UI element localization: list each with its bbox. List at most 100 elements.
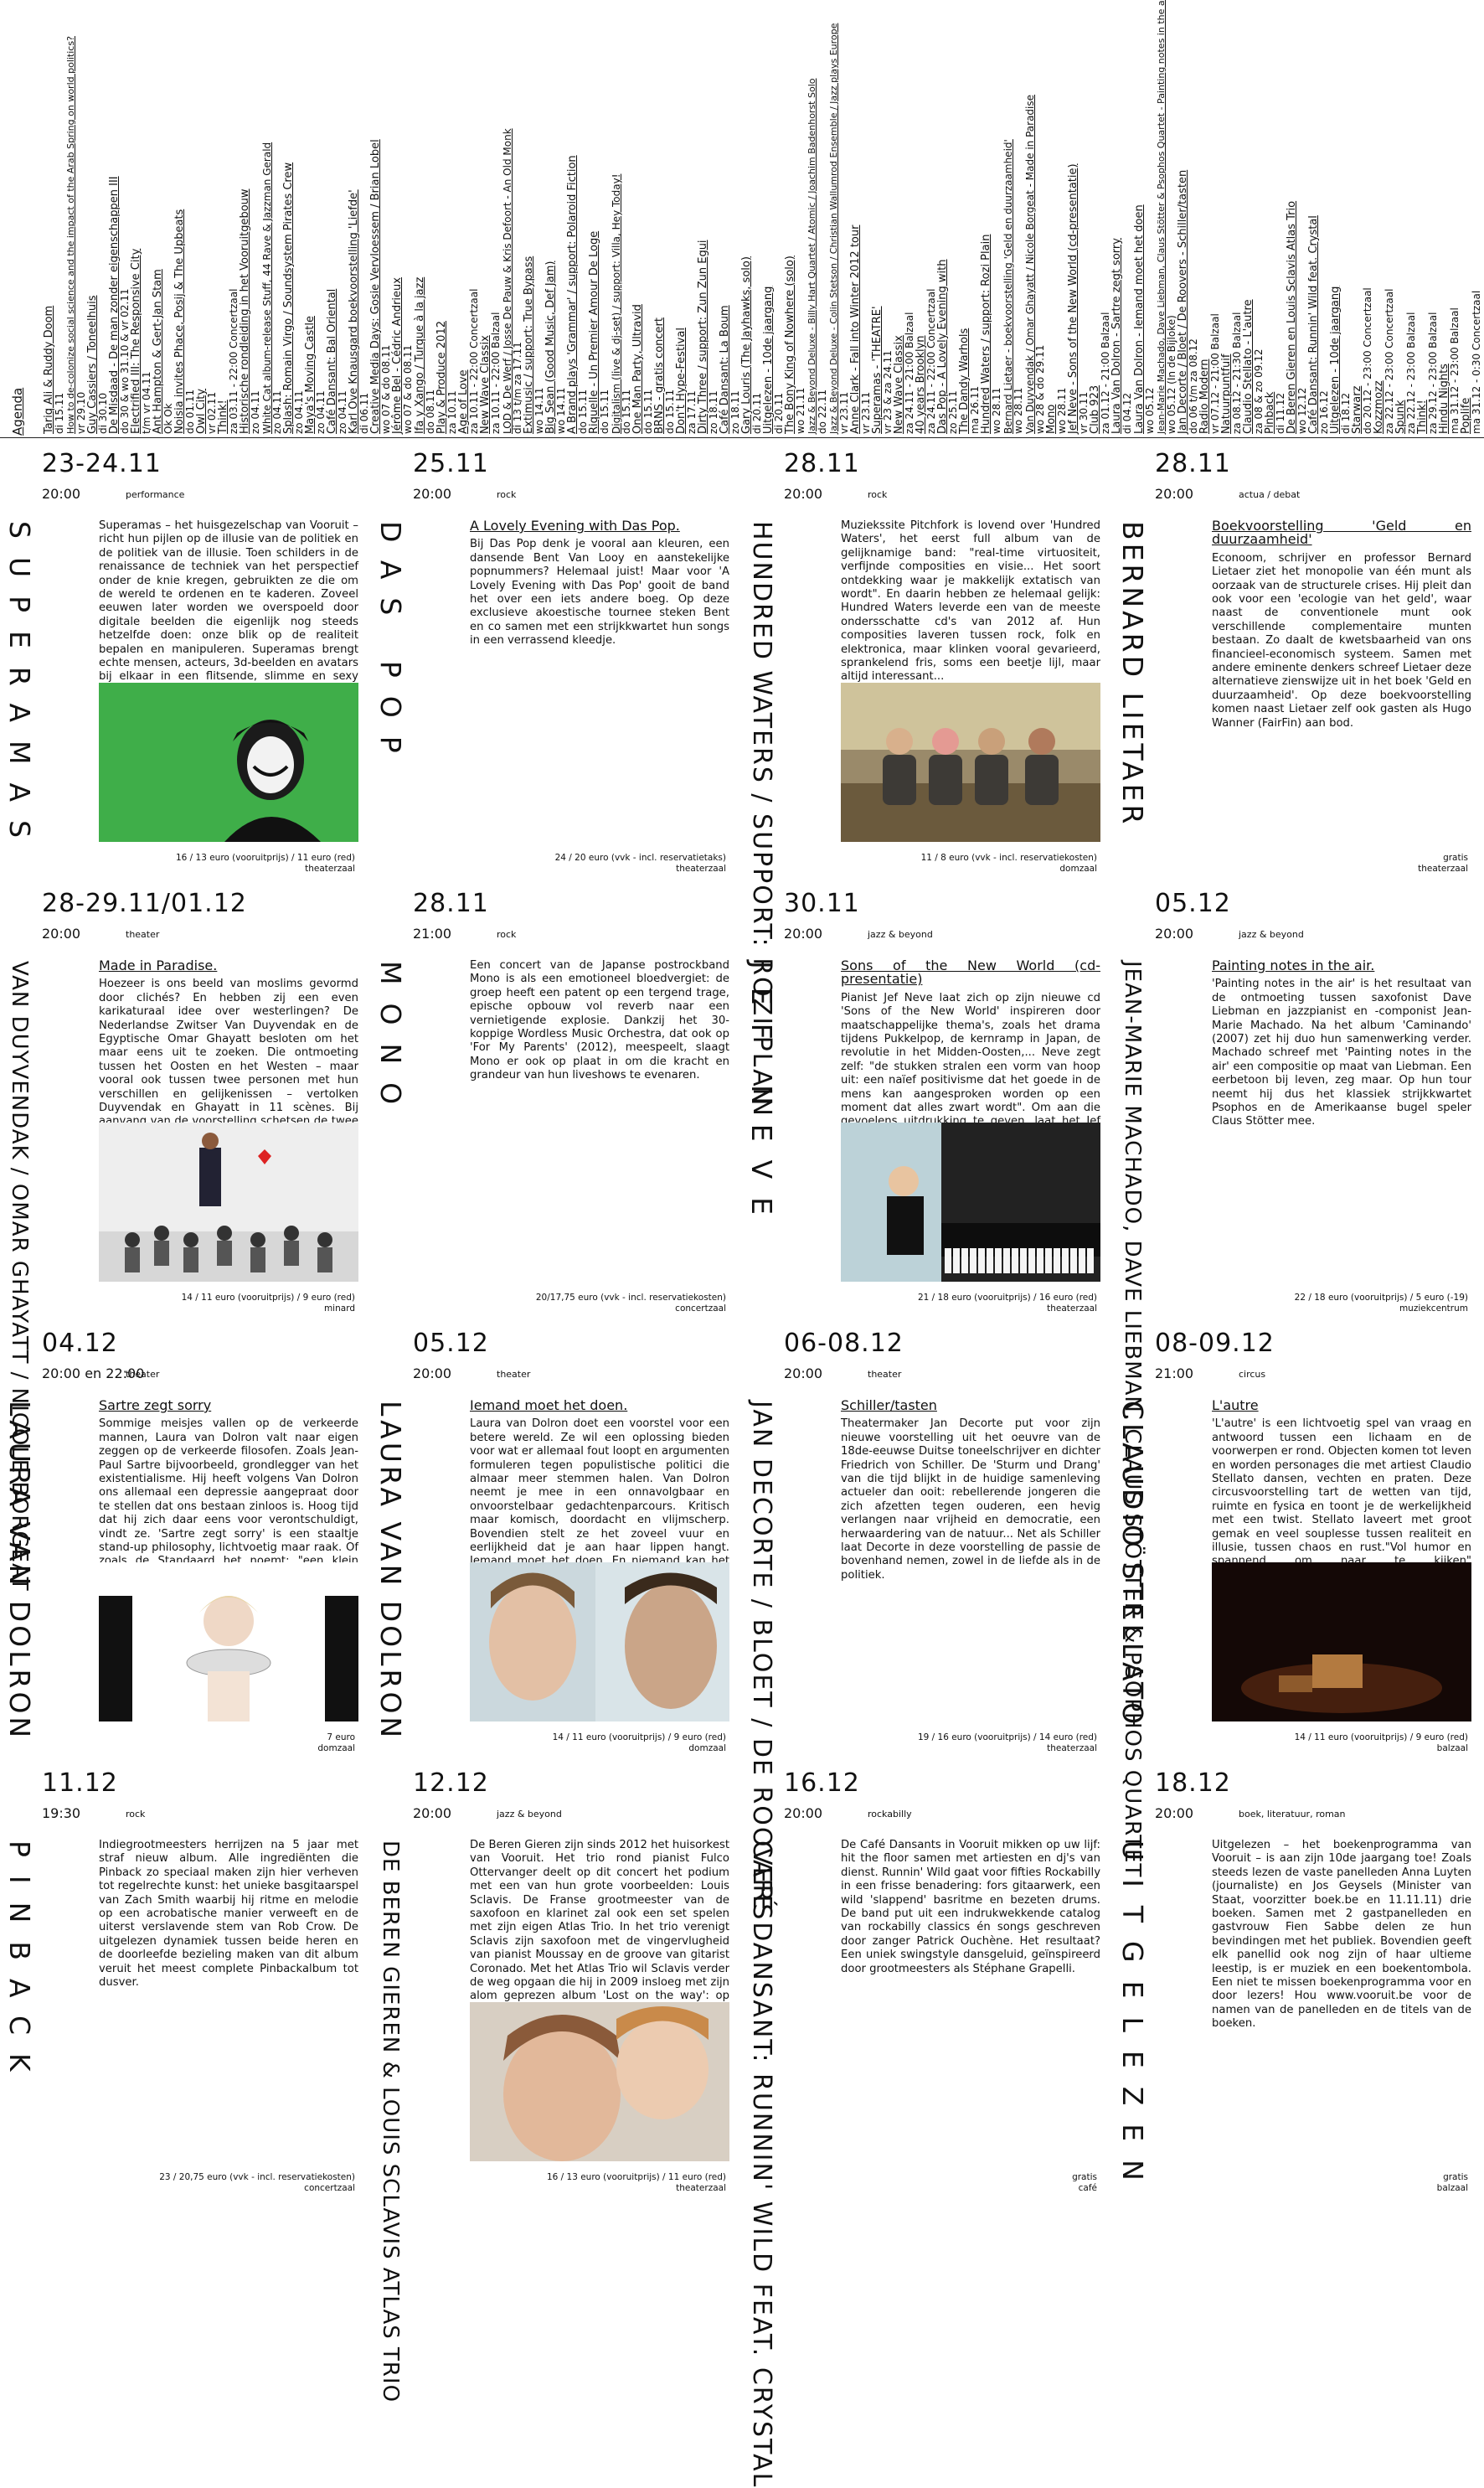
agenda-item[interactable]: Café Dansant: Runnin' Wild feat. Crystal… [1301,7,1330,434]
agenda-item[interactable]: Jazz & Beyond Deluxe - Colin Stetson / C… [822,7,850,434]
agenda-item[interactable]: Guy Cassiers / Toneelhuis di 30.10 [80,7,109,435]
agenda-item[interactable]: Laura Van Dolron - Sartre zegt sorry di 0… [1105,7,1133,434]
agenda-item[interactable]: Karl Ove Knausgard boekvoorstelling 'Lie… [342,7,370,434]
event-panel[interactable]: 06-08.12 20:00 theater JAN DECORTE / BLOET … [742,1324,1102,1921]
agenda-item[interactable]: Poplife ma 31.12 - 0:30 Concertzaal [1454,7,1482,434]
agenda-item[interactable]: Jan Decorte / Bloet / De Roovers - Schil… [1171,7,1199,434]
agenda-item[interactable]: Think! za 29.12 - 23:00 Balzaal [1410,7,1439,434]
agenda-item[interactable]: Play & Produce 2012 za 10.11 [430,7,458,434]
agenda-item[interactable]: How to de-colonize social science and th… [59,7,87,434]
agenda-item[interactable]: Jean-Marie Machado, Dave Liebman, Claus … [1149,0,1177,434]
event-subtitle: Sartre zegt sorry [99,1397,212,1413]
event-panel[interactable]: 05.12 20:00 jazz & beyond JEAN-MARIE MACHAD… [1113,884,1473,1877]
agenda-item[interactable]: BRNS - gratis concert do 15.11 [647,7,676,434]
agenda-item[interactable]: De Beren Gieren en Louis Sclavis Atlas T… [1280,7,1308,434]
agenda-item[interactable]: Ifa y Xango / Turque à la jazz do 08.11 [408,7,436,434]
event-date: 28-29.11/01.12 [42,889,247,918]
agenda-item[interactable]: Starwarz do 20.12 - 23:00 Concertzaal [1345,7,1373,434]
event-panel[interactable]: 04.12 20:00 en 22:00 theater LAURA VAN DOLR… [0,1324,360,1761]
agenda-item[interactable]: White Cat album-release Stuff, 44 Rave &… [255,7,283,434]
event-title-vertical: BERNARD LIETAER [1116,521,1153,873]
agenda-item[interactable]: Pinback di 11.12 [1258,7,1286,434]
agenda-item[interactable]: Café Dansant: Bal Oriental zo 04.11 [320,7,348,434]
event-panel[interactable]: 05.12 20:00 theater LAURA VAN DOLRON Iemand … [371,1324,731,1761]
agenda-item[interactable]: Historische rondleiding in het Vooruitge… [233,7,261,434]
agenda-item[interactable]: Superamas - 'THEATRE' vr 23 & za 24.11 [865,7,894,434]
event-title-vertical: JEF NEVE [745,961,782,1313]
agenda-item[interactable]: Jef Neve - Sons of the New World (cd-pre… [1061,7,1090,434]
event-panel[interactable]: 28-29.11/01.12 20:00 theater VAN DUYVENDAK … [0,884,360,1592]
agenda-item[interactable]: 40 years Brooklyn za 24.11 - 22:00 Concer… [909,7,937,434]
agenda-item[interactable]: Maya's Moving Castle zo 04.11 [298,7,327,434]
agenda-item[interactable]: Mono wo 28.11 [1039,7,1068,434]
event-title-vertical: JEAN-MARIE MACHADO, DAVE LIEBMAN, CLAUS … [1116,961,1153,1877]
event-description: Uitgelezen – het boekenprogramma van Voo… [1212,1839,1471,2031]
agenda-item[interactable]: Age of Love za 10.11 - 22:00 Concertzaal [451,7,480,434]
event-panel[interactable]: 12.12 20:00 jazz & beyond DE BEREN GIEREN &… [371,1763,731,2403]
event-panel[interactable]: 18.12 20:00 boek, literatuur, roman UITGELE… [1113,1763,1473,2201]
agenda-item[interactable]: Electrified III: The Responsive City t/m … [124,7,152,434]
event-panel[interactable]: 25.11 20:00 rock DAS POP A Lovely Evening wi… [371,444,731,881]
agenda-item[interactable]: The Dandy Warhols ma 26.11 [952,7,981,434]
agenda-item[interactable]: Hindu Nights ma 31.12 - 23:00 Balzaal [1432,7,1461,434]
event-panel[interactable]: 08-09.12 21:00 circus CLAUDIO STELLATO L'aut… [1113,1324,1473,1761]
agenda-item[interactable]: Hundred Waters / support: Rozi Plain wo 2… [974,7,1002,434]
event-panel[interactable]: 11.12 19:30 rock PINBACK Indiegrootmeesters … [0,1763,360,2201]
event-venue: theaterzaal [1418,864,1468,874]
agenda-item[interactable]: Van Duyvendak / Omar Ghayatt / Nicole Bo… [1018,7,1046,434]
agenda-item[interactable]: New Wave Classix za 24.11 - 21:00 Balzaal [887,7,915,434]
agenda-item[interactable]: Think! za 03.11 - 22:00 Concertzaal [211,7,240,434]
agenda-item[interactable]: Bernard Lietaer - boekvoorstelling 'Geld… [996,7,1024,434]
agenda-item[interactable]: A Brand plays 'Grammar' / support: Polar… [560,7,589,434]
agenda-item[interactable]: Natuurpuntfuif za 08.12 - 21:30 Balzaal [1214,7,1243,434]
agenda-item[interactable]: Dirty Three / support: Zun Zun Egui zo 18… [691,7,719,434]
event-title-vertical: PINBACK [3,1840,40,2192]
event-panel[interactable]: 30.11 20:00 jazz & beyond JEF NEVE Sons of t… [742,884,1102,1321]
agenda-item[interactable]: Extimusic / support: True Bypass wo 14.11 [517,7,545,434]
agenda-item[interactable]: Riquelle - Un Premier Amour De Loge do 15… [582,7,611,434]
agenda-item[interactable]: De Misdaad - De man zonder eigenschappen… [102,7,131,434]
agenda-item[interactable]: Jérôme Bel - Cédric Andrieux wo 07 & do 0… [385,7,414,434]
agenda-item[interactable]: Splash: Romain Virgo / Soundsystem Pirat… [276,7,305,434]
event-text: Een concert van de Japanse postrockband … [470,959,729,1082]
event-photo [841,1123,1100,1282]
event-time: 20:00 [42,486,81,502]
event-price-text: gratis [1072,2172,1097,2182]
event-price-text: gratis [1443,2172,1468,2182]
agenda-item[interactable]: Uitgelezen - 10de jaargang di 20.11 [756,7,785,434]
agenda-item[interactable]: Anne Clark - Fall into Winter 2012 tour v… [843,7,872,434]
agenda-item[interactable]: Owl City vr 02.11 [189,7,218,434]
agenda-item[interactable]: Club 923 za 01.12 - 21:00 Balzaal [1083,7,1111,434]
agenda-item[interactable]: Claudio Stellato - L'autre za 08 & zo 09.… [1236,7,1265,434]
event-panel[interactable]: 23-24.11 20:00 performance SUPERAMAS Superam… [0,444,360,881]
agenda-item[interactable]: Creative Media Days: Gosie Vervloessem /… [363,7,392,434]
event-price-text: gratis [1443,853,1468,863]
event-panel[interactable]: 16.12 20:00 rockabilly CAFÉ DANSANT: RUNNIN… [742,1763,1102,2488]
event-time: 20:00 [413,1805,452,1821]
event-panel[interactable]: 28.11 21:00 rock MONO Een concert van de Jap… [371,884,731,1321]
agenda-item[interactable]: Big Sean (Good Music, Def Jam) wo 14.11 [538,7,567,434]
agenda-item[interactable]: Radio Modern vr 07.12 - 21:00 Balzaal [1193,7,1221,434]
agenda-item[interactable]: LOD & De Werf / Josse De Pauw & Kris Def… [495,7,523,434]
agenda-item[interactable]: Noisia invites Phace, Posij & The Upbeat… [167,7,196,434]
agenda-item[interactable]: New Wave Classix za 10.11 - 22:00 Balzaal [473,7,502,434]
agenda-item[interactable]: Gary Louris (The Jayhawks, solo) di 20.11 [734,7,763,434]
agenda-item[interactable]: Spunk za 22.12 - 23:00 Balzaal [1389,7,1417,434]
agenda-item[interactable]: Don't Hype-Festival za 17.11 [669,7,698,434]
agenda-item[interactable]: Digitalism (live & dj-set) / support: Vi… [604,7,632,435]
agenda-item[interactable]: Tariq Ali & Ruddy Doom di 15.11 [37,7,65,434]
event-panel[interactable]: 28.11 20:00 rock HUNDRED WATERS / SUPPORT: … [742,444,1102,1118]
agenda-item[interactable]: Kozzmozz za 22.12 - 23:00 Concertzaal [1367,7,1395,434]
event-title-vertical: CAFÉ DANSANT: RUNNIN' WILD FEAT. CRYSTAL [745,1840,782,2488]
agenda-item[interactable]: One Man Party, Ultravid do 15.11 [626,7,654,434]
agenda-item[interactable]: Das Pop - A Lovely Evening with zo 25.11 [930,7,959,434]
agenda-item[interactable]: Jazz & Beyond Deluxe - Billy Hart Quarte… [800,7,828,435]
event-panel[interactable]: 28.11 20:00 actua / debat BERNARD LIETAER Bo… [1113,444,1473,881]
agenda-item[interactable]: Ant Hampton & Gert-Jan Stam Ok Ok [146,7,174,434]
agenda-item[interactable]: Laura Van Dolron - Iemand moet het doen w… [1127,7,1156,434]
agenda-item[interactable]: Uitgelezen - 10de jaargang di 18.12 [1323,7,1352,434]
event-text: Theatermaker Jan Decorte put voor zijn n… [841,1417,1100,1582]
agenda-item[interactable]: Café Dansant: La Boum zo 18.11 [713,7,741,434]
agenda-item-title: Jazz & Beyond Deluxe - Colin Stetson / C… [828,23,840,434]
agenda-item[interactable]: The Bony King of Nowhere (solo) wo 21.11 [778,7,806,434]
